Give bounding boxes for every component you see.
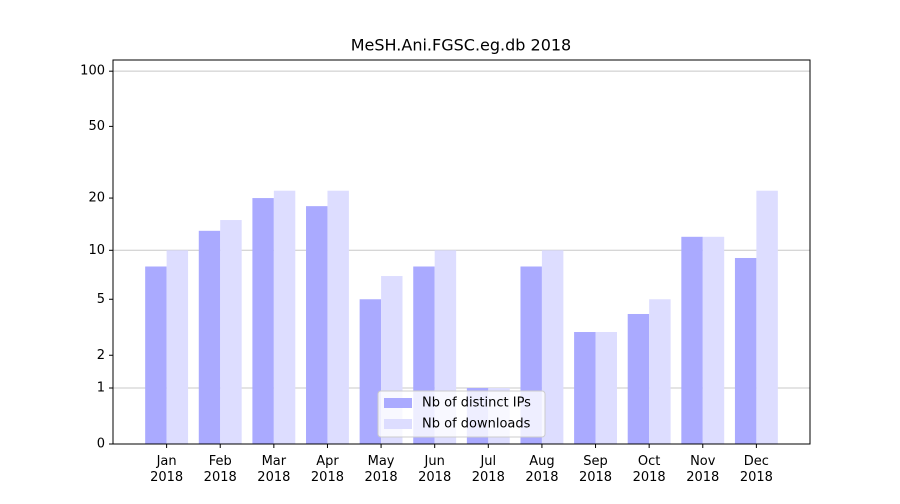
- x-tick-label: Oct 2018: [633, 454, 666, 485]
- bar: [702, 236, 725, 444]
- bar: [574, 332, 596, 444]
- y-tick-label: 10: [88, 243, 105, 258]
- x-tick-label: Sep 2018: [579, 454, 612, 485]
- x-tick-label: Apr 2018: [311, 454, 344, 485]
- x-tick-label: Jun 2018: [418, 454, 451, 485]
- y-tick-label: 0: [97, 437, 105, 452]
- bar: [681, 236, 703, 444]
- y-tick-label: 100: [80, 64, 105, 79]
- x-tick-label: Mar 2018: [257, 454, 290, 485]
- x-tick-label: Feb 2018: [204, 454, 237, 485]
- plot-frame: [112, 59, 811, 445]
- x-tick-label: Dec 2018: [740, 454, 773, 485]
- legend-label: Nb of distinct IPs: [422, 396, 531, 411]
- bar: [145, 266, 167, 444]
- x-tick-label: Nov 2018: [686, 454, 719, 485]
- bar: [252, 198, 274, 444]
- bar: [220, 220, 242, 444]
- chart-title: MeSH.Ani.FGSC.eg.db 2018: [351, 36, 571, 55]
- bar: [166, 250, 189, 444]
- x-tick-label: Aug 2018: [525, 454, 558, 485]
- y-tick-label: 1: [97, 381, 105, 396]
- bar: [649, 299, 671, 444]
- bar: [273, 190, 296, 444]
- bar: [327, 190, 349, 444]
- x-tick-label: Jul 2018: [472, 454, 505, 485]
- bar: [595, 332, 617, 444]
- bar: [541, 250, 564, 444]
- x-tick-label: Jan 2018: [150, 454, 183, 485]
- legend-box: [377, 390, 546, 438]
- y-tick-label: 2: [97, 348, 105, 363]
- bar: [359, 299, 382, 444]
- y-tick-label: 5: [97, 292, 105, 307]
- y-tick-label: 20: [88, 191, 105, 206]
- bar: [198, 230, 221, 444]
- x-tick-label: May 2018: [365, 454, 398, 485]
- legend-swatch: [384, 419, 412, 429]
- bar: [306, 206, 328, 444]
- bar: [627, 313, 650, 444]
- bar: [756, 190, 778, 444]
- bar: [734, 257, 757, 444]
- legend-label: Nb of downloads: [422, 417, 531, 432]
- legend-swatch: [384, 398, 412, 408]
- y-tick-label: 50: [88, 119, 105, 134]
